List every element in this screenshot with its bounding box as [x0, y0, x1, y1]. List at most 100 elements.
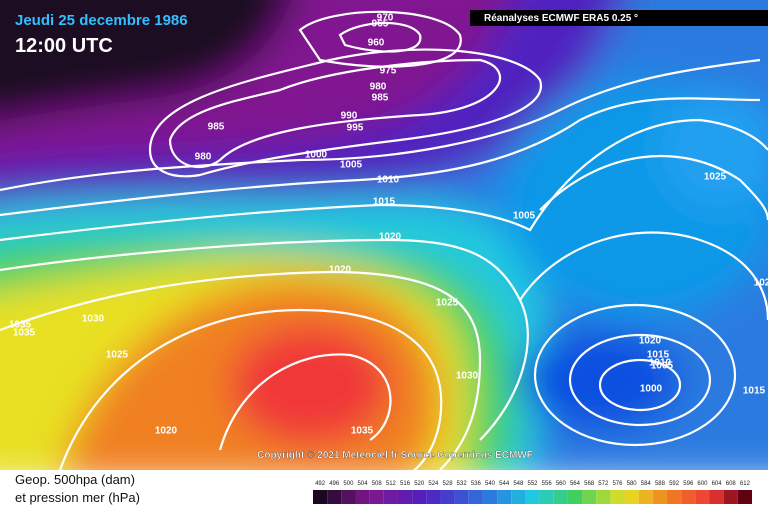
isobar-label: 1005: [340, 160, 363, 171]
scale-cell: [426, 490, 441, 504]
isobar-label: 1010: [377, 175, 400, 186]
scale-cell: [709, 490, 724, 504]
scale-cell: [681, 490, 696, 504]
isobar-label: 1020: [155, 426, 178, 437]
scale-cell: [454, 490, 469, 504]
scale-label: 492: [315, 481, 326, 487]
source-box: [470, 10, 768, 26]
scale-label: 516: [400, 481, 411, 487]
source: Réanalyses ECMWF ERA5 0.25 °: [484, 13, 638, 24]
scale-label: 496: [329, 481, 340, 487]
isobar-label: 1025: [106, 350, 129, 361]
scale-cell: [468, 490, 483, 504]
scale-cell: [567, 490, 583, 504]
scale-label: 608: [726, 481, 737, 487]
isobar-label: 1035: [13, 328, 36, 339]
scale-cell: [369, 490, 384, 504]
isobar-label: 1025: [436, 298, 459, 309]
isobar-label: 1020: [329, 265, 352, 276]
scale-cell: [511, 490, 526, 504]
scale-label: 548: [513, 481, 524, 487]
scale-cell: [440, 490, 455, 504]
isobar-label: 1005: [651, 361, 674, 372]
isobar-label: 1020: [639, 336, 662, 347]
scale-label: 536: [471, 481, 482, 487]
isobar-label: 1030: [82, 314, 105, 325]
isobar-label: 1015: [647, 350, 670, 361]
scale-label: 596: [683, 481, 694, 487]
scale-label: 528: [443, 481, 454, 487]
isobar-label: 1000: [640, 384, 663, 395]
isobar-label: 1025: [704, 172, 727, 183]
scale-cell: [624, 490, 639, 504]
isobar-label: 1000: [305, 150, 328, 161]
scale-label: 612: [740, 481, 751, 487]
isobar-label: 1015: [373, 197, 396, 208]
isobars: [0, 10, 768, 481]
scale-label: 568: [584, 481, 595, 487]
scale-cell: [695, 490, 710, 504]
scale-cell: [327, 490, 342, 504]
isobar-label: 980: [370, 82, 387, 93]
legend-line1: Geop. 500hpa (dam): [15, 472, 135, 487]
scale-label: 600: [697, 481, 708, 487]
scale-cell: [652, 490, 668, 504]
color-scale: 492 496 500 504 508 512 516 520 524 528 532 536 540 5…: [313, 481, 752, 504]
isobar-label: 1020: [379, 232, 402, 243]
isobar-label: 102: [754, 278, 768, 289]
scale-cell: [525, 490, 540, 504]
scale-label: 572: [598, 481, 609, 487]
scale-cell: [553, 490, 568, 504]
scale-cell: [383, 490, 398, 504]
scale-cell: [397, 490, 413, 504]
scale-label: 500: [343, 481, 354, 487]
scale-label: 560: [556, 481, 567, 487]
scale-label: 556: [542, 481, 553, 487]
scale-label: 512: [386, 481, 397, 487]
scale-label: 580: [627, 481, 638, 487]
scale-label: 576: [612, 481, 623, 487]
copyright: Copyright © 2021 Meteociel.fr Source Cop…: [257, 450, 533, 461]
scale-cell: [582, 490, 597, 504]
isobar-label: 1035: [351, 426, 374, 437]
scale-cell: [723, 490, 738, 504]
scale-label: 524: [428, 481, 439, 487]
isobar-label: 985: [208, 122, 225, 133]
scale-cell: [737, 490, 752, 504]
scale-label: 564: [570, 481, 581, 487]
isobar-label: 1035: [9, 320, 32, 331]
scale-label: 540: [485, 481, 496, 487]
scale-cell: [341, 490, 356, 504]
scale-cell: [539, 490, 554, 504]
legend-line2: et pression mer (hPa): [15, 490, 140, 505]
scale-cell: [412, 490, 427, 504]
scale-cell: [313, 490, 328, 504]
scale-label: 552: [527, 481, 538, 487]
isobar-label: 980: [195, 152, 212, 163]
isobar-label: 995: [347, 123, 364, 134]
scale-cell: [355, 490, 370, 504]
scale-cell: [667, 490, 682, 504]
scale-label: 584: [641, 481, 652, 487]
scale-cell: [610, 490, 625, 504]
scale-cell: [497, 490, 512, 504]
time: 12:00 UTC: [15, 35, 113, 57]
scale-label: 504: [358, 481, 369, 487]
scale-label: 604: [712, 481, 723, 487]
scale-cell: [638, 490, 653, 504]
isobar-label: 975: [380, 66, 397, 77]
scale-cell: [482, 490, 498, 504]
isobar-label: 1005: [513, 211, 536, 222]
scale-label: 532: [457, 481, 468, 487]
scale-label: 508: [372, 481, 383, 487]
scale-cell: [596, 490, 611, 504]
scale-label: 544: [499, 481, 510, 487]
isobar-label: 1030: [456, 371, 479, 382]
scale-label: 592: [669, 481, 680, 487]
date: Jeudi 25 decembre 1986: [15, 12, 188, 29]
isobar-label: 970: [377, 13, 394, 24]
isobar-label: 1015: [743, 386, 766, 397]
